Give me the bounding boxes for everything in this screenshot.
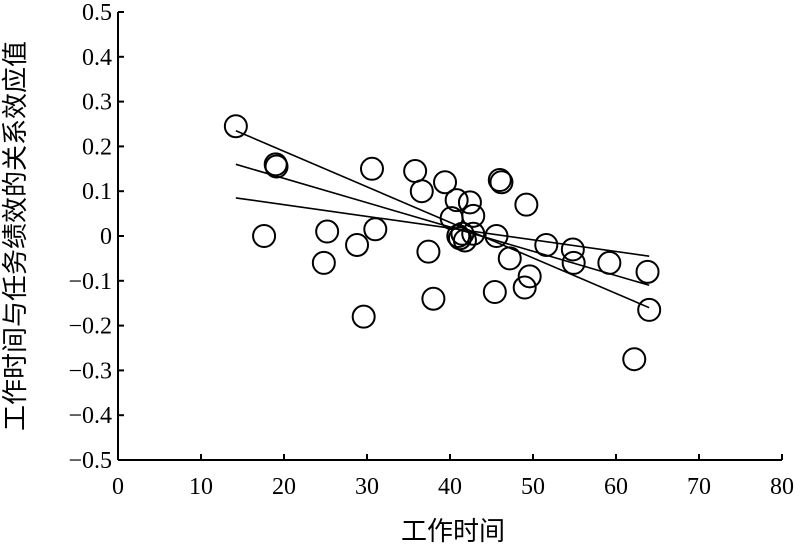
data-point	[345, 232, 370, 257]
data-point	[409, 179, 434, 204]
data-point	[484, 224, 509, 248]
data-point	[512, 275, 537, 300]
data-point	[461, 221, 486, 246]
data-point	[561, 250, 586, 275]
data-point	[461, 203, 486, 228]
data-point	[534, 232, 559, 257]
y-tick-label: −0.3	[68, 358, 112, 384]
data-point	[452, 228, 477, 253]
data-point	[560, 237, 585, 262]
y-tick-label: −0.5	[68, 448, 112, 474]
data-point	[311, 250, 336, 275]
data-point	[446, 224, 471, 248]
data-point	[264, 154, 289, 179]
x-axis: 0 10 20 30 40 50 60 70 80	[112, 454, 794, 500]
data-point	[597, 250, 622, 275]
data-point	[635, 259, 660, 284]
x-tick-label: 20	[272, 474, 296, 500]
y-tick-label: 0.1	[82, 179, 112, 205]
data-point	[497, 246, 522, 271]
y-tick-label: −0.4	[68, 403, 112, 429]
y-ticks: 0.5 0.4 0.3 0.2 0.1 0 −0.1 −0.2 −0.3 −0.4 −0.5	[68, 0, 124, 474]
x-tick-label: 70	[687, 474, 711, 500]
y-tick-label: 0.5	[82, 0, 112, 26]
data-point	[444, 188, 469, 213]
x-tick-label: 0	[112, 474, 124, 500]
fit-line	[235, 129, 650, 309]
y-tick-label: −0.2	[68, 314, 112, 340]
data-point	[223, 114, 248, 139]
data-point	[403, 159, 428, 184]
y-axis-title: 工作时间与任务绩效的关系效应值	[1, 41, 31, 431]
fit-line	[235, 197, 650, 257]
y-tick-label: 0.3	[82, 90, 112, 116]
y-tick-label: 0.4	[82, 45, 112, 71]
x-tick-label: 30	[355, 474, 379, 500]
data-point	[252, 224, 277, 248]
data-point	[315, 219, 340, 244]
x-tick-label: 40	[438, 474, 462, 500]
data-point	[514, 192, 539, 217]
data-point	[416, 239, 441, 264]
x-axis-title: 工作时间	[401, 517, 505, 547]
data-point	[359, 156, 384, 181]
data-point	[457, 190, 482, 215]
x-tick-label: 80	[770, 474, 794, 500]
data-point	[433, 170, 458, 195]
data-point	[637, 297, 662, 322]
y-axis: 0.5 0.4 0.3 0.2 0.1 0 −0.1 −0.2 −0.3 −0.4 −0.5	[68, 0, 124, 474]
y-tick-label: 0.2	[82, 134, 112, 160]
data-points	[223, 114, 662, 372]
x-ticks: 0 10 20 30 40 50 60 70 80	[112, 454, 794, 500]
y-tick-label: −0.1	[68, 269, 112, 295]
data-point	[482, 280, 507, 304]
data-point	[517, 264, 542, 289]
x-tick-label: 50	[521, 474, 545, 500]
data-point	[622, 347, 647, 372]
data-point	[363, 217, 388, 242]
data-point	[421, 286, 446, 311]
y-tick-label: 0	[100, 224, 112, 250]
x-tick-label: 60	[604, 474, 628, 500]
data-point	[489, 170, 514, 195]
data-point	[487, 168, 512, 192]
fit-lines	[235, 129, 650, 309]
data-point	[351, 304, 376, 329]
x-tick-label: 10	[189, 474, 213, 500]
